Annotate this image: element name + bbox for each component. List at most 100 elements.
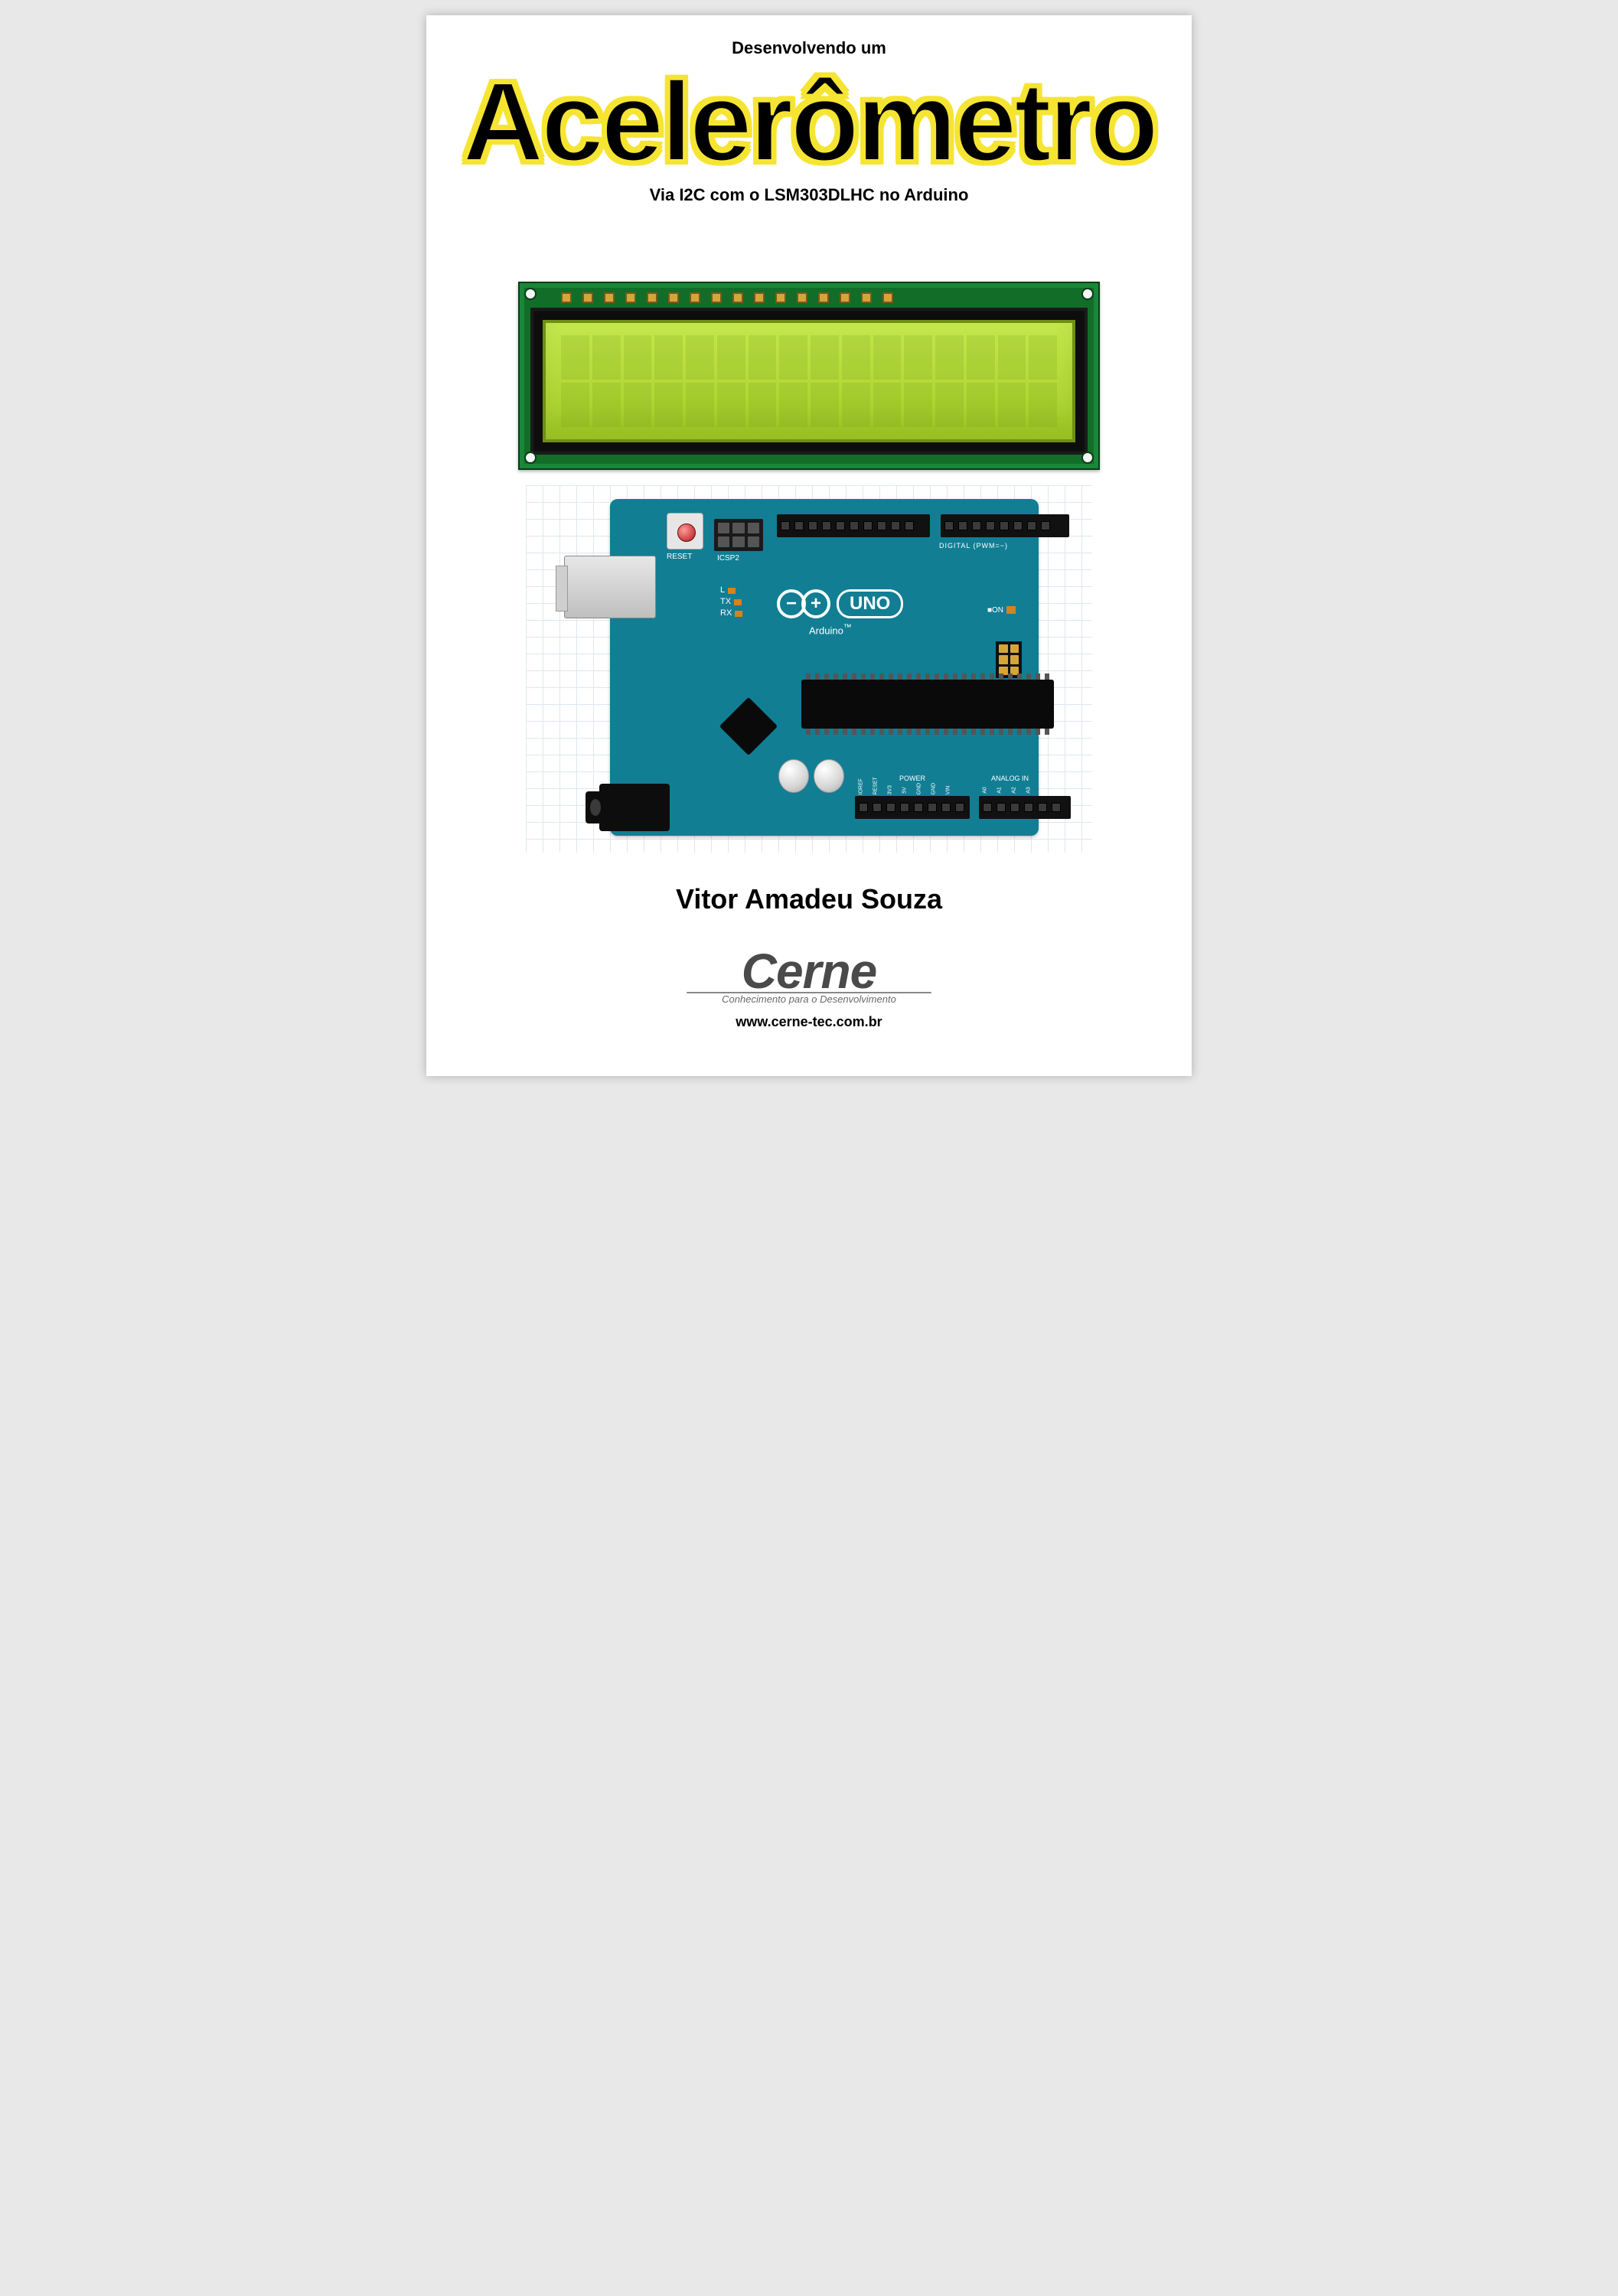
lcd-pin-icon: [625, 292, 636, 303]
pin-socket-icon: [794, 521, 804, 530]
pin-socket-icon: [1010, 803, 1019, 812]
analog-header: [979, 796, 1071, 819]
pretitle: Desenvolvendo um: [442, 38, 1176, 58]
pin-socket-icon: [850, 521, 859, 530]
reset-label: RESET: [667, 553, 692, 561]
lcd-char-cell: [811, 383, 839, 427]
lcd-char-cell: [935, 335, 964, 380]
pin-socket-icon: [781, 521, 790, 530]
lcd-char-cell: [873, 383, 902, 427]
pin-socket-icon: [808, 521, 817, 530]
pin-socket-icon: [1027, 521, 1036, 530]
lcd-char-cell: [717, 383, 745, 427]
lcd-char-cell: [717, 335, 745, 380]
digital-header-b: [941, 514, 1069, 537]
main-title: Acelerômetro: [442, 66, 1176, 179]
lcd-pin-icon: [690, 292, 700, 303]
lcd-char-cell: [686, 383, 714, 427]
lcd-pin-icon: [775, 292, 786, 303]
subtitle: Via I2C com o LSM303DLHC no Arduino: [442, 185, 1176, 205]
publisher-url: www.cerne-tec.com.br: [442, 1014, 1176, 1030]
lcd-char-cell: [904, 383, 932, 427]
pin-socket-icon: [914, 803, 923, 812]
pin-socket-icon: [877, 521, 886, 530]
tx-label: TX: [720, 596, 731, 608]
pin-socket-icon: [859, 803, 868, 812]
lcd-char-cell: [624, 383, 652, 427]
pin-socket-icon: [972, 521, 981, 530]
power-jack-icon: [599, 784, 670, 831]
lcd-char-cell: [592, 383, 621, 427]
lcd-pin-icon: [732, 292, 743, 303]
rx-label: RX: [720, 608, 732, 619]
illustration-block: RESET ICSP2 DIGITAL (PWM=~) L TX RX: [511, 282, 1107, 853]
capacitor-icon: [814, 759, 844, 793]
capacitor-icon: [778, 759, 809, 793]
pin-socket-icon: [983, 803, 992, 812]
led-icon: [734, 599, 742, 605]
publisher-block: Cerne Conhecimento para o Desenvolviment…: [442, 951, 1176, 1030]
lcd-char-cell: [654, 383, 683, 427]
status-leds: L TX RX: [720, 585, 742, 619]
led-icon: [735, 611, 742, 617]
pin-label: A2: [1012, 786, 1017, 795]
pin-socket-icon: [1052, 803, 1061, 812]
pin-socket-icon: [1038, 803, 1047, 812]
lcd-char-cell: [873, 335, 902, 380]
pin-socket-icon: [1000, 521, 1009, 530]
lcd-bezel: [530, 308, 1088, 455]
pin-socket-icon: [822, 521, 831, 530]
pin-label: A5: [1055, 786, 1061, 795]
icsp2-header-icon: [714, 519, 763, 551]
logo-plus: +: [801, 589, 830, 618]
lcd-pin-icon: [561, 292, 572, 303]
publisher-logo: Cerne: [442, 951, 1176, 992]
lcd-char-cell: [749, 335, 777, 380]
lcd-pin-icon: [882, 292, 893, 303]
pin-socket-icon: [900, 803, 909, 812]
digital-header-a: [777, 514, 930, 537]
lcd-pin-icon: [861, 292, 872, 303]
pin-label: A3: [1026, 786, 1032, 795]
pin-label: VIN: [946, 786, 951, 795]
pin-socket-icon: [873, 803, 882, 812]
arduino-logo: − + UNO: [781, 589, 903, 618]
pin-label: IOREF: [859, 786, 864, 795]
lcd-char-grid: [561, 335, 1057, 427]
pcb: RESET ICSP2 DIGITAL (PWM=~) L TX RX: [610, 499, 1039, 836]
pin-label: GND: [917, 786, 922, 795]
lcd-char-cell: [592, 335, 621, 380]
lcd-screen: [543, 320, 1075, 442]
lcd-char-cell: [561, 383, 589, 427]
pin-socket-icon: [891, 521, 900, 530]
lcd-char-cell: [624, 335, 652, 380]
led-icon: [728, 588, 736, 594]
lcd-char-cell: [967, 335, 995, 380]
infinity-icon: − +: [781, 589, 830, 618]
pin-label: A4: [1041, 786, 1046, 795]
pin-socket-icon: [836, 521, 845, 530]
lcd-pin-icon: [582, 292, 593, 303]
analog-label: ANALOG IN: [991, 775, 1029, 782]
pin-socket-icon: [1013, 521, 1023, 530]
author-name: Vitor Amadeu Souza: [442, 883, 1176, 915]
lcd-pin-icon: [818, 292, 829, 303]
lcd-char-cell: [779, 335, 807, 380]
lcd-char-cell: [935, 383, 964, 427]
lcd-char-cell: [1029, 335, 1057, 380]
lcd-char-cell: [998, 383, 1026, 427]
lcd-pin-icon: [754, 292, 765, 303]
lcd-pin-icon: [797, 292, 807, 303]
lcd-char-cell: [1029, 383, 1057, 427]
pin-label: A1: [997, 786, 1003, 795]
small-chip-icon: [719, 697, 778, 755]
mount-hole-icon: [1081, 452, 1094, 464]
mount-hole-icon: [1081, 288, 1094, 300]
lcd-pin-row: [530, 292, 1088, 303]
lcd-module: [518, 282, 1100, 470]
l-label: L: [720, 585, 725, 596]
pin-label: A0: [983, 786, 988, 795]
atmega-chip-icon: [801, 680, 1054, 729]
pin-socket-icon: [997, 803, 1006, 812]
lcd-pin-icon: [647, 292, 657, 303]
